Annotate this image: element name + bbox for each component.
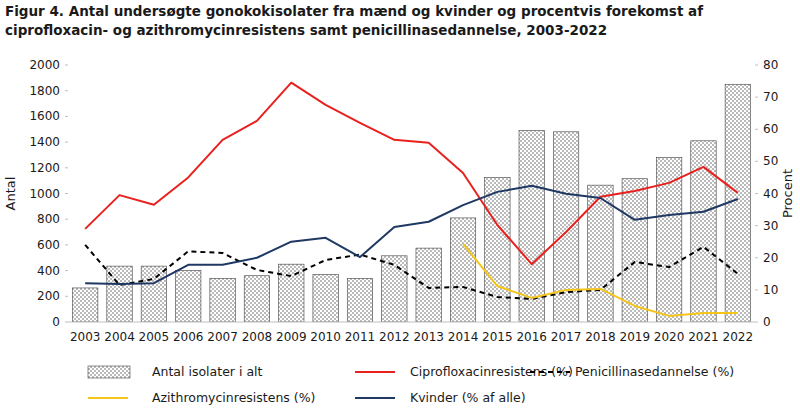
bar bbox=[72, 288, 97, 322]
y2-tick-label: 10 bbox=[763, 283, 778, 297]
x-tick-label: 2015 bbox=[482, 330, 513, 344]
x-tick-label: 2005 bbox=[139, 330, 170, 344]
bar bbox=[244, 276, 269, 322]
y2-tick bbox=[755, 289, 758, 290]
y2-tick bbox=[755, 129, 758, 130]
x-tick-label: 2008 bbox=[242, 330, 273, 344]
y-tick-label: 1200 bbox=[29, 161, 60, 175]
title: ciprofloxacin- og azithromycinresistens … bbox=[5, 22, 607, 38]
y2-tick-label: 20 bbox=[763, 251, 778, 265]
y2-axis-label: Procent bbox=[780, 169, 795, 218]
x-tick-label: 2003 bbox=[70, 330, 101, 344]
bar bbox=[313, 274, 338, 322]
chart: Figur 4. Antal undersøgte gonokokisolate… bbox=[0, 0, 800, 418]
y-tick-label: 2000 bbox=[29, 58, 60, 72]
y-tick bbox=[65, 296, 68, 297]
y2-tick-label: 40 bbox=[763, 187, 778, 201]
y2-tick-label: 70 bbox=[763, 90, 778, 104]
bar bbox=[210, 278, 235, 322]
legend-swatch bbox=[88, 397, 128, 399]
x-tick-label: 2019 bbox=[620, 330, 651, 344]
legend-label: Penicillinasedannelse (%) bbox=[575, 364, 734, 379]
y2-tick-label: 50 bbox=[763, 154, 778, 168]
y-tick bbox=[65, 90, 68, 91]
y2-tick bbox=[755, 161, 758, 162]
y2-tick bbox=[755, 193, 758, 194]
y-tick-label: 800 bbox=[37, 212, 60, 226]
bar bbox=[176, 271, 201, 322]
line bbox=[85, 83, 738, 265]
legend-label: Azithromycinresistens (%) bbox=[152, 390, 315, 405]
x-tick-label: 2017 bbox=[551, 330, 582, 344]
x-tick-label: 2011 bbox=[345, 330, 376, 344]
y-tick-label: 1600 bbox=[29, 109, 60, 123]
y-tick-label: 600 bbox=[37, 238, 60, 252]
bar bbox=[553, 132, 578, 322]
x-tick-label: 2021 bbox=[688, 330, 719, 344]
x-axis-line bbox=[68, 322, 755, 323]
x-tick-label: 2013 bbox=[413, 330, 444, 344]
y2-tick bbox=[755, 257, 758, 258]
y2-tick-label: 60 bbox=[763, 122, 778, 136]
bar bbox=[450, 218, 475, 322]
y2-tick-label: 30 bbox=[763, 219, 778, 233]
y-tick bbox=[65, 193, 68, 194]
y-tick bbox=[65, 116, 68, 117]
x-tick-label: 2012 bbox=[379, 330, 410, 344]
y-tick-label: 0 bbox=[52, 315, 60, 329]
line bbox=[463, 244, 738, 316]
y-tick-label: 200 bbox=[37, 289, 60, 303]
y-tick bbox=[65, 219, 68, 220]
y2-tick bbox=[755, 225, 758, 226]
y-tick-label: 1800 bbox=[29, 84, 60, 98]
y-tick-label: 1400 bbox=[29, 135, 60, 149]
x-tick-label: 2018 bbox=[585, 330, 616, 344]
bar bbox=[347, 278, 372, 322]
title: Figur 4. Antal undersøgte gonokokisolate… bbox=[5, 3, 703, 19]
y2-tick bbox=[755, 322, 758, 323]
x-tick-label: 2006 bbox=[173, 330, 204, 344]
x-tick-label: 2009 bbox=[276, 330, 307, 344]
legend-label: Kvinder (% af alle) bbox=[410, 390, 526, 405]
plot-area bbox=[72, 83, 750, 322]
y2-tick-label: 0 bbox=[763, 315, 771, 329]
y-tick-label: 400 bbox=[37, 264, 60, 278]
y-tick bbox=[65, 244, 68, 245]
bar bbox=[519, 131, 544, 322]
bar bbox=[382, 256, 407, 322]
y-axis-label: Antal bbox=[3, 177, 18, 211]
line bbox=[85, 186, 738, 284]
y-tick bbox=[65, 65, 68, 66]
bar bbox=[141, 266, 166, 322]
legend-swatch bbox=[355, 397, 395, 399]
legend-swatch bbox=[88, 366, 130, 378]
legend-label: Ciprofloxacinresistens (%) bbox=[410, 364, 573, 379]
legend-swatch bbox=[530, 371, 570, 373]
y-tick bbox=[65, 270, 68, 271]
x-tick-label: 2016 bbox=[516, 330, 547, 344]
x-tick-label: 2014 bbox=[448, 330, 479, 344]
bar bbox=[416, 248, 441, 322]
x-tick-label: 2020 bbox=[654, 330, 685, 344]
x-tick-label: 2004 bbox=[104, 330, 135, 344]
y-tick-label: 1000 bbox=[29, 187, 60, 201]
y2-tick bbox=[755, 65, 758, 66]
x-tick-label: 2022 bbox=[723, 330, 754, 344]
y-tick bbox=[65, 167, 68, 168]
y-tick bbox=[65, 322, 68, 323]
line bbox=[85, 245, 738, 299]
bar bbox=[279, 264, 304, 322]
legend-swatch bbox=[355, 371, 395, 373]
y-tick bbox=[65, 142, 68, 143]
y2-tick-label: 80 bbox=[763, 58, 778, 72]
legend-label: Antal isolater i alt bbox=[152, 364, 263, 379]
x-tick-label: 2010 bbox=[310, 330, 341, 344]
y2-tick bbox=[755, 97, 758, 98]
x-tick-label: 2007 bbox=[207, 330, 238, 344]
bar bbox=[485, 177, 510, 322]
